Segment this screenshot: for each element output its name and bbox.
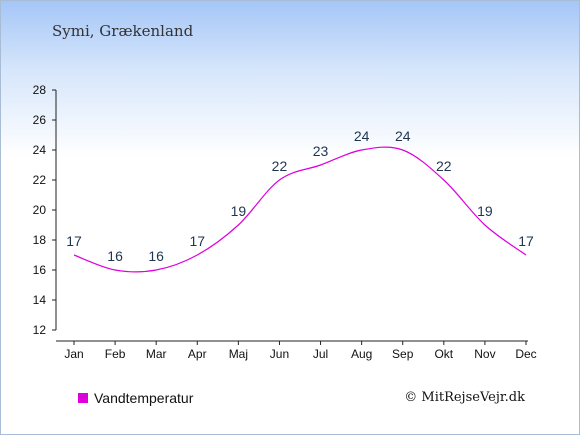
data-label: 17 bbox=[189, 233, 205, 249]
x-axis: Jan Feb Mar Apr Maj Jun Jul Aug Sep Okt Nov Dec bbox=[56, 340, 537, 361]
series-line-vandtemperatur bbox=[73, 146, 527, 273]
x-tick-label: Nov bbox=[474, 347, 495, 361]
data-label: 23 bbox=[313, 143, 329, 159]
data-label: 16 bbox=[107, 248, 123, 264]
y-tick-label: 18 bbox=[33, 233, 47, 247]
x-tick-label: Feb bbox=[105, 347, 126, 361]
x-tick-label: Apr bbox=[188, 347, 207, 361]
x-tick-label: Mar bbox=[146, 347, 167, 361]
chart-title: Symi, Grækenland bbox=[52, 22, 194, 40]
y-tick-label: 24 bbox=[33, 143, 47, 157]
x-tick-label: Maj bbox=[229, 347, 248, 361]
data-label: 19 bbox=[477, 203, 493, 219]
data-label: 24 bbox=[354, 128, 370, 144]
y-tick-label: 16 bbox=[33, 263, 47, 277]
legend: Vandtemperatur bbox=[78, 390, 193, 406]
x-tick-label: Jan bbox=[64, 347, 83, 361]
x-tick-label: Jul bbox=[313, 347, 328, 361]
data-label: 22 bbox=[436, 158, 452, 174]
x-tick-label: Okt bbox=[434, 347, 453, 361]
data-label: 17 bbox=[518, 233, 534, 249]
copyright-credit: © MitRejseVejr.dk bbox=[404, 390, 525, 405]
legend-swatch bbox=[78, 393, 88, 403]
y-tick-label: 12 bbox=[33, 323, 47, 337]
x-tick-label: Aug bbox=[351, 347, 372, 361]
x-tick-label: Dec bbox=[515, 347, 536, 361]
data-labels: 17 16 16 17 19 22 23 24 24 22 19 17 bbox=[66, 128, 534, 264]
y-tick-label: 26 bbox=[33, 113, 47, 127]
y-tick-label: 22 bbox=[33, 173, 47, 187]
data-label: 19 bbox=[231, 203, 247, 219]
x-tick-label: Jun bbox=[270, 347, 289, 361]
data-label: 16 bbox=[148, 248, 164, 264]
y-tick-label: 28 bbox=[33, 83, 47, 97]
x-tick-label: Sep bbox=[392, 347, 414, 361]
data-label: 22 bbox=[272, 158, 288, 174]
data-label: 17 bbox=[66, 233, 82, 249]
legend-label: Vandtemperatur bbox=[94, 390, 194, 406]
y-tick-label: 20 bbox=[33, 203, 47, 217]
data-label: 24 bbox=[395, 128, 411, 144]
y-axis: 12 14 16 18 20 22 24 26 28 bbox=[33, 83, 57, 337]
y-tick-label: 14 bbox=[33, 293, 47, 307]
series-layer bbox=[73, 146, 527, 273]
